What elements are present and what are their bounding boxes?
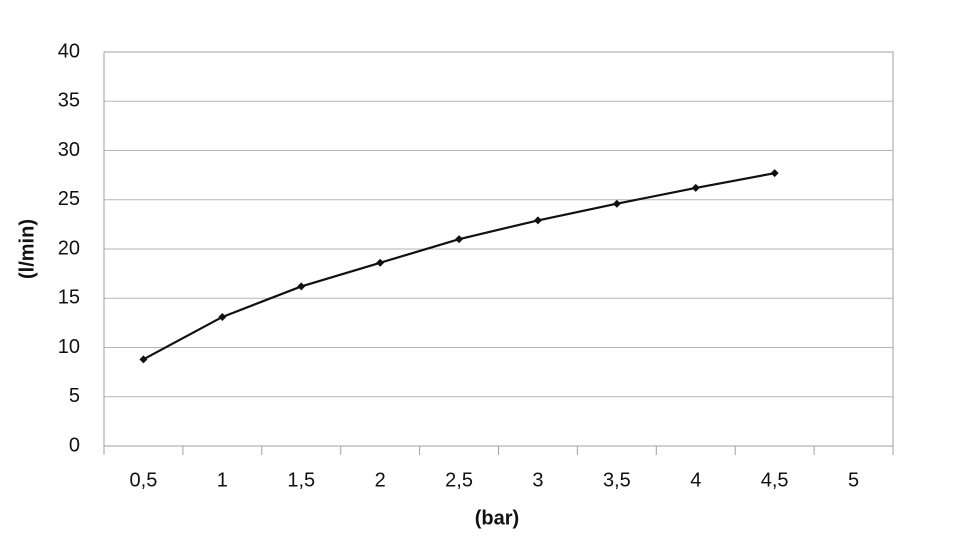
- y-axis-title: (l/min): [16, 219, 38, 279]
- data-point: [218, 312, 227, 321]
- x-tick-label: 2: [375, 469, 386, 491]
- y-tick-label: 5: [69, 385, 80, 407]
- x-tick-label: 4,5: [761, 469, 789, 491]
- x-tick-label: 3: [532, 469, 543, 491]
- data-point: [770, 169, 779, 178]
- y-tick-label: 30: [58, 139, 80, 161]
- x-tick-label: 2,5: [445, 469, 473, 491]
- x-tick-label: 5: [848, 469, 859, 491]
- data-point: [376, 258, 385, 267]
- y-tick-label: 40: [58, 40, 80, 62]
- data-point: [455, 235, 464, 244]
- data-point: [297, 282, 306, 291]
- x-tick-label: 1: [217, 469, 228, 491]
- x-tick-label: 3,5: [603, 469, 631, 491]
- data-point: [691, 183, 700, 192]
- y-tick-label: 20: [58, 237, 80, 259]
- x-axis-title: (bar): [475, 507, 519, 529]
- data-point: [139, 355, 148, 364]
- data-point: [533, 216, 542, 225]
- y-tick-label: 15: [58, 287, 80, 309]
- data-line: [142, 172, 775, 361]
- y-tick-label: 25: [58, 188, 80, 210]
- x-tick-label: 1,5: [287, 469, 315, 491]
- x-tick-label: 0,5: [130, 469, 158, 491]
- x-tick-label: 4: [690, 469, 701, 491]
- y-tick-label: 35: [58, 90, 80, 112]
- y-tick-label: 10: [58, 336, 80, 358]
- data-point: [612, 199, 621, 208]
- y-tick-label: 0: [69, 434, 80, 456]
